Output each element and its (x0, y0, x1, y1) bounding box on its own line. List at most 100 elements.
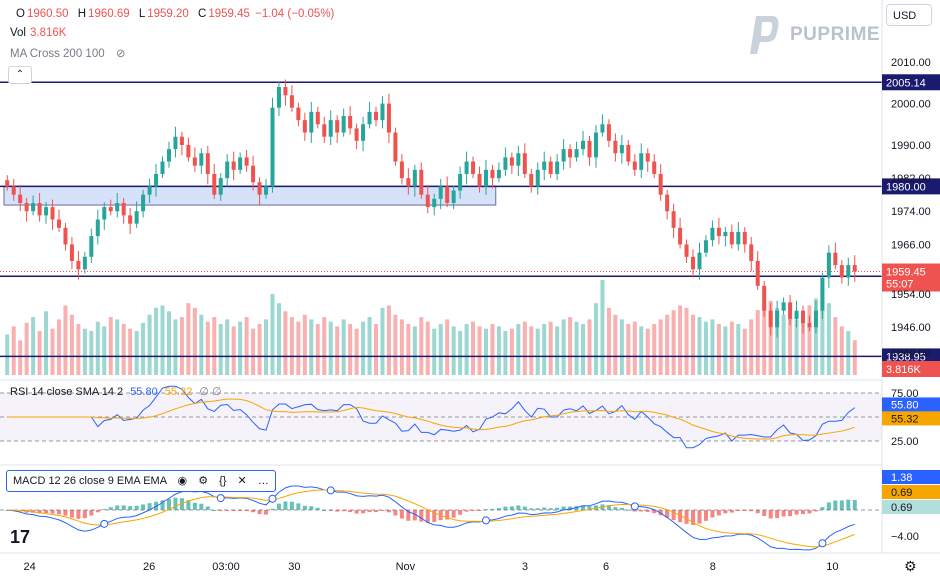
candle-body (632, 161, 637, 170)
candle-body (231, 161, 236, 170)
macd-histogram-bar (115, 505, 120, 510)
candle-body (205, 153, 210, 174)
high-label: H (77, 8, 87, 20)
open-label: O (16, 8, 25, 20)
volume-bar (147, 314, 152, 375)
source-code-icon[interactable]: {} (219, 475, 227, 487)
candle-body (179, 136, 184, 145)
macd-histogram-bar (205, 506, 210, 510)
macd-histogram-bar (632, 510, 637, 512)
macd-histogram-bar (445, 510, 450, 520)
candle-body (626, 144, 631, 162)
volume-bar (716, 324, 721, 375)
volume-bar (56, 319, 61, 375)
candle-body (276, 86, 281, 108)
macd-histogram-bar (218, 510, 223, 512)
candle-body (283, 86, 288, 96)
candle-body (471, 161, 476, 174)
volume-bar (11, 326, 16, 375)
macd-histogram-bar (425, 510, 430, 523)
macd-histogram-bar (716, 510, 721, 516)
volume-bar (5, 334, 10, 375)
volume-bar (380, 307, 385, 375)
candle-body (134, 211, 139, 224)
macd-histogram-bar (749, 510, 754, 512)
tradingview-logo-icon[interactable]: 17 (10, 527, 31, 547)
volume-bar (555, 326, 560, 375)
volume-bar (729, 321, 734, 375)
candle-body (839, 265, 844, 278)
volume-bar (833, 317, 838, 375)
price-tick-label: 1982.00 (891, 173, 931, 185)
rsi-sma-tag (882, 411, 940, 426)
currency-select[interactable]: USD (886, 4, 932, 26)
remove-icon[interactable]: ✕ (237, 475, 247, 487)
volume-bar (270, 293, 275, 375)
macd-pane (0, 485, 882, 551)
volume-bar (302, 314, 307, 375)
volume-bar (257, 324, 262, 375)
macd-histogram-bar (134, 505, 139, 510)
candle-body (393, 132, 398, 162)
macd-histogram-bar (147, 503, 152, 510)
macd-histogram-bar (289, 501, 294, 510)
macd-histogram-bar (619, 507, 624, 510)
ma-cross-legend[interactable]: MA Cross 200 100 ⊘ (10, 46, 125, 60)
candle-body (238, 157, 243, 170)
volume-bar (839, 326, 844, 375)
collapse-legend-button[interactable]: ⌃ (8, 66, 32, 84)
volume-bar (445, 319, 450, 375)
candle-body (102, 207, 107, 220)
macd-histogram-bar (212, 509, 217, 511)
candle-body (380, 103, 385, 121)
candle-body (354, 128, 359, 141)
candle-body (141, 194, 146, 212)
volume-bar (173, 319, 178, 375)
candle-body (820, 277, 825, 311)
candle-body (44, 207, 49, 216)
macd-histogram-bar (691, 510, 696, 525)
candle-body (548, 161, 553, 174)
candle-body (31, 202, 36, 212)
rsi-legend[interactable]: RSI 14 close SMA 14 2 55.80 55.32 ∅ ∅ (10, 385, 222, 398)
candle-body (477, 173, 482, 187)
eye-icon[interactable]: ◉ (177, 475, 188, 487)
candle-body (826, 252, 831, 278)
candle-body (374, 111, 379, 121)
candle-body (270, 107, 275, 187)
hidden-eye-icon[interactable]: ⊘ (115, 48, 126, 60)
candle-body (341, 115, 346, 133)
more-icon[interactable]: … (257, 475, 269, 487)
chart-settings-gear-icon[interactable]: ⚙ (904, 558, 917, 574)
macd-histogram-bar (684, 510, 689, 524)
candle-body (509, 157, 514, 166)
macd-histogram-bar (270, 508, 275, 510)
macd-histogram-bar (354, 510, 359, 514)
volume-bar (464, 324, 469, 375)
macd-histogram-bar (361, 510, 366, 514)
volume-bar (852, 340, 857, 375)
volume-bar (154, 307, 159, 375)
volume-bar (574, 321, 579, 375)
settings-icon[interactable]: ⚙ (198, 475, 209, 487)
volume-bar (639, 326, 644, 375)
volume-bar (703, 321, 708, 375)
candle-body (50, 207, 55, 220)
candle-body (82, 256, 87, 270)
macd-histogram-bar (432, 510, 437, 523)
volume-bar (548, 321, 553, 375)
candle-body (425, 194, 430, 208)
volume-bar (102, 326, 107, 375)
time-tick-label: 10 (826, 561, 838, 573)
macd-histogram-bar (464, 510, 469, 512)
macd-legend[interactable]: MACD 12 26 close 9 EMA EMA ◉ ⚙ {} ✕ … (6, 470, 276, 492)
macd-hist-tag (882, 470, 940, 484)
candle-body (5, 180, 10, 187)
low-label: L (138, 8, 146, 20)
time-tick-label: 3 (522, 561, 528, 573)
level-tag-label: 2005.14 (886, 77, 926, 89)
macd-cross-marker (268, 494, 277, 503)
volume-bar (341, 319, 346, 375)
candle-body (678, 227, 683, 245)
